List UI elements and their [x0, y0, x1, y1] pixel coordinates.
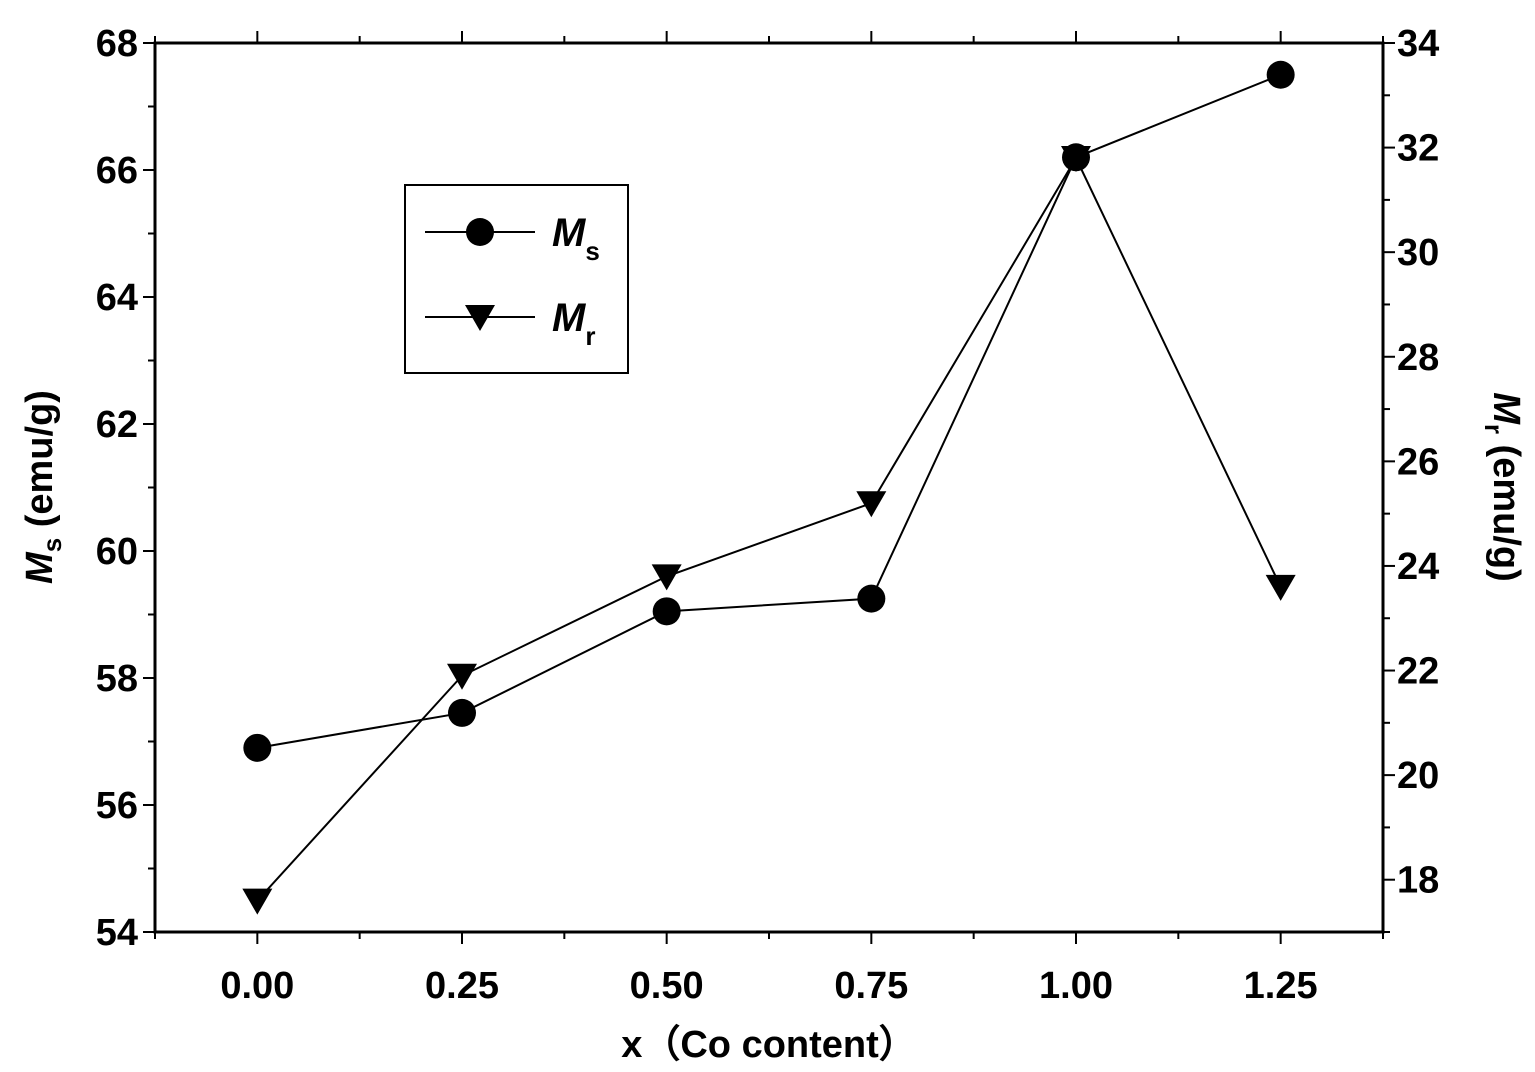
- ms-point: [1266, 60, 1295, 89]
- left-axis-title-sub: s: [37, 538, 67, 552]
- right-axis-title-main: M: [1485, 392, 1527, 425]
- legend-label-mr-main: M: [552, 296, 587, 340]
- tick-labels: 0.00 0.25 0.50 0.75 1.00 1.25 54 56 58 60 62 64 66 68…: [96, 23, 1440, 1007]
- x-axis-title: x（Co content）: [621, 1024, 917, 1066]
- right-tick-label: 20: [1397, 755, 1439, 797]
- ms-point: [652, 597, 681, 626]
- ms-point: [448, 698, 476, 727]
- right-tick-label: 22: [1397, 651, 1439, 693]
- right-tick-label: 32: [1397, 128, 1439, 170]
- mr-point: [1061, 146, 1091, 173]
- right-tick-label: 26: [1397, 441, 1439, 483]
- ms-point: [857, 584, 886, 613]
- series-lines: [256, 73, 1282, 902]
- right-axis-title-sub: r: [1479, 424, 1509, 434]
- legend-box: [404, 184, 629, 374]
- ticks: [143, 31, 1395, 944]
- left-tick-label: 64: [96, 277, 138, 319]
- left-tick-label: 62: [96, 404, 138, 446]
- legend-label-ms: Ms: [552, 211, 600, 266]
- left-tick-label: 56: [96, 785, 138, 827]
- ms-point: [243, 733, 272, 762]
- left-tick-label: 66: [96, 150, 138, 192]
- mr-point: [1265, 574, 1296, 601]
- mr-point: [242, 888, 273, 915]
- legend-marker-ms: [466, 218, 494, 246]
- x-tick-label: 0.75: [834, 965, 908, 1007]
- legend-label-mr-sub: r: [585, 321, 595, 351]
- right-tick-label: 28: [1397, 337, 1439, 379]
- left-tick-label: 60: [96, 531, 138, 573]
- mr-point: [651, 564, 682, 591]
- mr-point: [447, 663, 477, 690]
- right-tick-label: 18: [1397, 860, 1439, 902]
- x-tick-label: 1.25: [1244, 965, 1318, 1007]
- mr-point: [856, 491, 887, 518]
- right-tick-label: 30: [1397, 232, 1439, 274]
- right-axis-title-unit: (emu/g): [1485, 434, 1527, 582]
- left-axis-title-main: M: [19, 551, 61, 584]
- legend-label-mr: Mr: [552, 296, 595, 351]
- series-line-mr: [256, 155, 1282, 902]
- legend-label-ms-main: M: [552, 211, 587, 255]
- x-tick-label: 0.00: [220, 965, 294, 1007]
- x-tick-label: 1.00: [1039, 965, 1113, 1007]
- x-tick-label: 0.50: [630, 965, 704, 1007]
- plot-frame: [153, 41, 1385, 934]
- left-axis-title: Ms (emu/g): [19, 390, 67, 584]
- right-tick-label: 34: [1397, 23, 1439, 65]
- series-line-ms: [257, 73, 1282, 749]
- left-axis-title-unit: (emu/g): [19, 390, 61, 538]
- left-tick-label: 54: [96, 912, 138, 954]
- right-tick-label: 24: [1397, 546, 1439, 588]
- right-axis-title: Mr (emu/g): [1479, 392, 1527, 582]
- legend: Ms Mr: [404, 184, 629, 374]
- x-tick-label: 0.25: [425, 965, 499, 1007]
- legend-marker-mr: [465, 305, 495, 331]
- left-tick-label: 58: [96, 658, 138, 700]
- left-tick-label: 68: [96, 23, 138, 65]
- legend-label-ms-sub: s: [585, 236, 599, 266]
- markers: [242, 60, 1296, 915]
